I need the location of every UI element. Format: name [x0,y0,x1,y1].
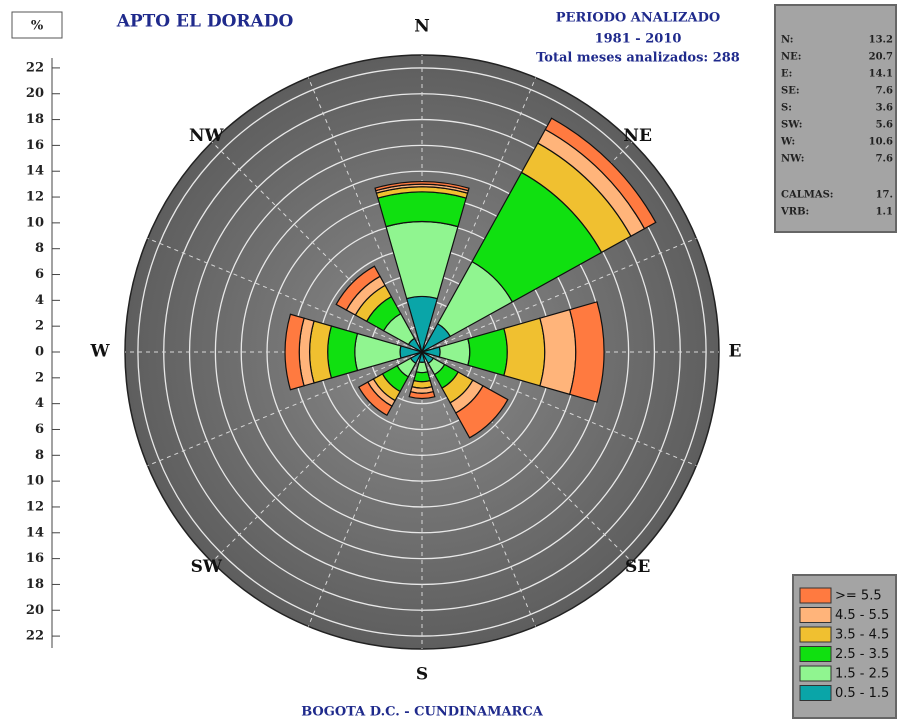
radial-line [421,351,697,467]
axis-tick-label: 2 [35,370,44,385]
legend-label: >= 5.5 [835,589,882,604]
legend-swatch [799,646,832,662]
rose-segment [335,265,381,311]
axis-tick-label: 18 [26,112,44,127]
rose-segment [284,313,305,391]
radial-line [421,77,537,353]
direction-label: E [729,342,742,362]
direction-label: N [414,17,430,37]
summary-label: W: [780,137,795,148]
summary-value: 7.6 [876,86,893,97]
rose-segment [309,320,333,384]
axis-tick-label: 4 [35,293,44,308]
legend-swatch [799,587,832,604]
axis-tick-label: 20 [26,603,44,618]
summary-label: E: [781,69,792,80]
period: 1981 - 2010 [595,32,682,47]
summary-label: S: [781,103,792,114]
direction-label: SE [625,557,650,577]
axis-tick-label: 16 [26,138,44,153]
summary-value: 13.2 [869,35,893,46]
grid-ring [214,144,630,560]
axis-tick-label: 0 [35,345,44,360]
radial-line [307,351,423,627]
period-title: PERIODO ANALIZADO [556,11,720,26]
summary-value: 7.6 [876,154,893,165]
rose-segment [377,191,467,228]
rose-segment [327,325,359,379]
summary-value: 5.6 [876,120,893,131]
summary-label: NW: [781,154,804,165]
axis-tick-label: 16 [26,551,44,566]
legend-label: 3.5 - 4.5 [835,628,889,643]
grid-ring [137,67,707,637]
axis-tick-label: 10 [26,215,44,230]
radial-line [421,351,537,627]
legend-swatch [799,607,832,623]
rose-segment [503,317,546,387]
direction-label: NW [189,126,225,146]
radial-line [307,77,423,353]
direction-label: NE [623,126,652,146]
radial-line [421,237,697,353]
rose-segment [408,390,436,400]
direction-label: W [89,342,110,362]
axis-tick-label: 8 [35,448,44,463]
axis-tick-label: 22 [26,60,44,75]
summary-label: SW: [781,120,802,131]
summary-value: 20.7 [869,52,893,63]
months: Total meses analizados: 288 [536,51,740,66]
axis-tick-label: 12 [26,499,44,514]
legend-swatch [799,685,832,701]
summary-value: 17. [876,190,893,201]
rose-segment [454,384,509,439]
summary-label: CALMAS: [781,190,834,201]
axis-tick-label: 4 [35,396,44,411]
unit-box [11,11,63,39]
radial-line [147,351,423,467]
rose-segment [357,381,393,417]
direction-label: S [416,665,428,685]
legend-label: 0.5 - 1.5 [835,686,889,701]
summary-value: 1.1 [876,207,893,218]
chart-title: APTO EL DORADO [116,12,294,32]
rose-segment [568,301,605,403]
legend-label: 4.5 - 5.5 [835,608,889,623]
axis-tick-label: 14 [26,164,44,179]
legend-label: 2.5 - 3.5 [835,647,889,662]
axis-tick-label: 8 [35,241,44,256]
rose-segment [544,117,657,230]
axis-tick-label: 14 [26,525,44,540]
summary-label: VRB: [780,207,809,218]
rose-segment [539,308,577,396]
radial-line [147,237,423,353]
axis-tick-label: 6 [35,422,44,437]
summary-value: 14.1 [869,69,893,80]
axis-tick-label: 12 [26,190,44,205]
rose-segment [413,371,431,383]
unit-label: % [31,19,44,34]
summary-label: NE: [781,52,801,63]
direction-label: SW [191,557,223,577]
footer: BOGOTA D.C. - CUNDINAMARCA [301,705,543,720]
summary-label: N: [781,35,793,46]
axis-tick-label: 20 [26,86,44,101]
legend-label: 1.5 - 2.5 [835,667,889,682]
rose-segment [374,181,470,192]
axis-tick-label: 2 [35,319,44,334]
summary-value: 3.6 [876,103,893,114]
axis-tick-label: 6 [35,267,44,282]
summary-value: 10.6 [869,137,893,148]
summary-panel [774,4,897,233]
axis-tick-label: 22 [26,629,44,644]
summary-label: SE: [781,86,800,97]
legend-swatch [799,626,832,643]
axis-tick-label: 18 [26,577,44,592]
axis-tick-label: 10 [26,474,44,489]
legend-swatch [799,665,832,682]
